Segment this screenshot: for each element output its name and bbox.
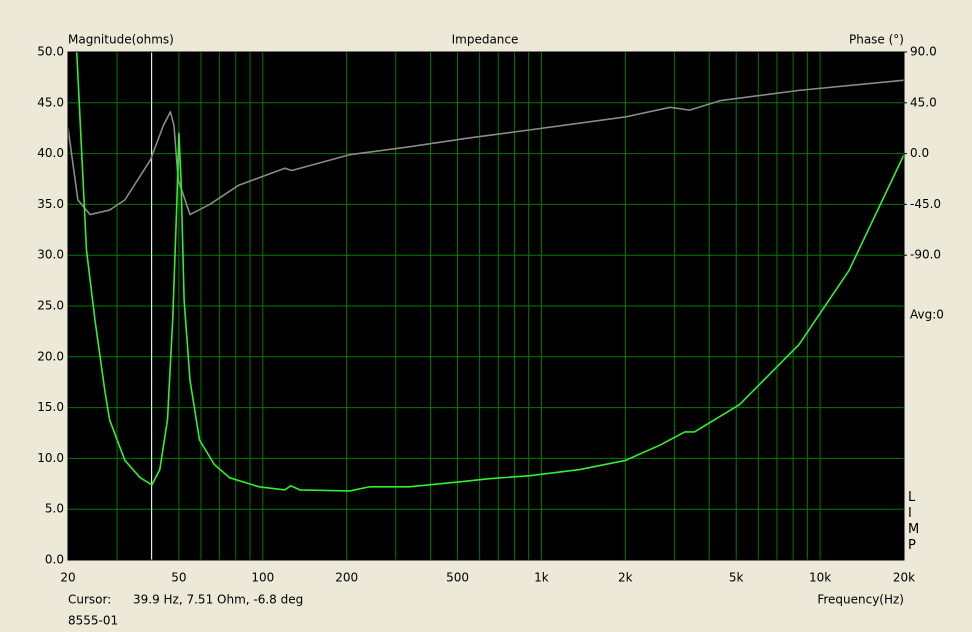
chart-title: Impedance	[452, 33, 519, 47]
y-tick-label: 15.0	[37, 400, 64, 414]
avg-label: Avg:0	[910, 308, 944, 322]
file-name: 8555-01	[68, 614, 118, 628]
y-tick-label: 35.0	[37, 197, 64, 211]
y-tick-label: 25.0	[37, 299, 64, 313]
y-tick-label: 50.0	[37, 45, 64, 59]
y-tick-label: 30.0	[37, 248, 64, 262]
y2-tick-label: -45.0	[910, 197, 941, 211]
app-label: LIMP	[908, 490, 920, 553]
y2-tick-label: 0.0	[910, 146, 929, 160]
y2-tick-label: 45.0	[910, 95, 937, 109]
series-line	[75, 51, 905, 492]
y-tick-label: 5.0	[45, 502, 64, 516]
y-axis-title: Magnitude(ohms)	[68, 33, 174, 47]
y2-axis-title: Phase (°)	[849, 33, 904, 47]
y-tick-label: 0.0	[45, 553, 64, 567]
y2-tick-label: 90.0	[910, 45, 937, 59]
cursor-label: Cursor:	[68, 593, 111, 607]
cursor-readout: 39.9 Hz, 7.51 Ohm, -6.8 deg	[133, 593, 303, 607]
x-tick-label: 200	[335, 571, 358, 585]
x-tick-label: 50	[171, 571, 186, 585]
series-line	[67, 79, 905, 216]
y-tick-label: 45.0	[37, 95, 64, 109]
plot-border	[67, 51, 905, 561]
x-tick-label: 5k	[729, 571, 744, 585]
y2-tick-label: -90.0	[910, 248, 941, 262]
x-tick-label: 10k	[809, 571, 831, 585]
x-tick-label: 2k	[618, 571, 633, 585]
x-axis-title: Frequency(Hz)	[817, 593, 904, 607]
y-tick-label: 20.0	[37, 349, 64, 363]
x-tick-label: 500	[446, 571, 469, 585]
x-tick-label: 1k	[534, 571, 549, 585]
x-tick-label: 100	[251, 571, 274, 585]
y-tick-label: 40.0	[37, 146, 64, 160]
x-tick-label: 20k	[893, 571, 915, 585]
x-tick-label: 20	[60, 571, 75, 585]
y-tick-label: 10.0	[37, 451, 64, 465]
